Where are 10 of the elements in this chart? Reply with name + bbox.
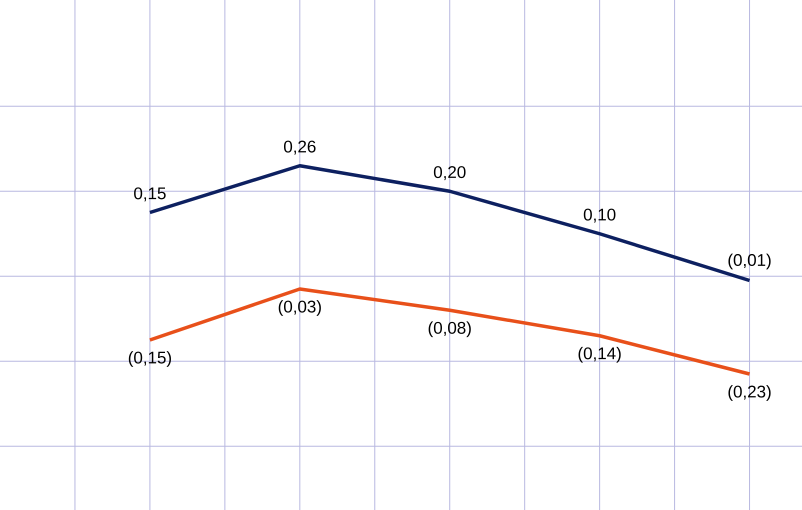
data-label: 0,15	[134, 187, 166, 202]
data-label: 0,10	[584, 208, 616, 223]
data-label: (0,23)	[728, 385, 771, 401]
data-label: (0,08)	[428, 321, 471, 338]
data-label: (0,14)	[578, 346, 621, 363]
data-label: 0,20	[434, 166, 466, 180]
data-label: (0,03)	[278, 300, 321, 316]
data-label: (0,15)	[128, 351, 171, 367]
data-label: 0,26	[284, 140, 316, 155]
data-label: (0,01)	[728, 254, 771, 270]
